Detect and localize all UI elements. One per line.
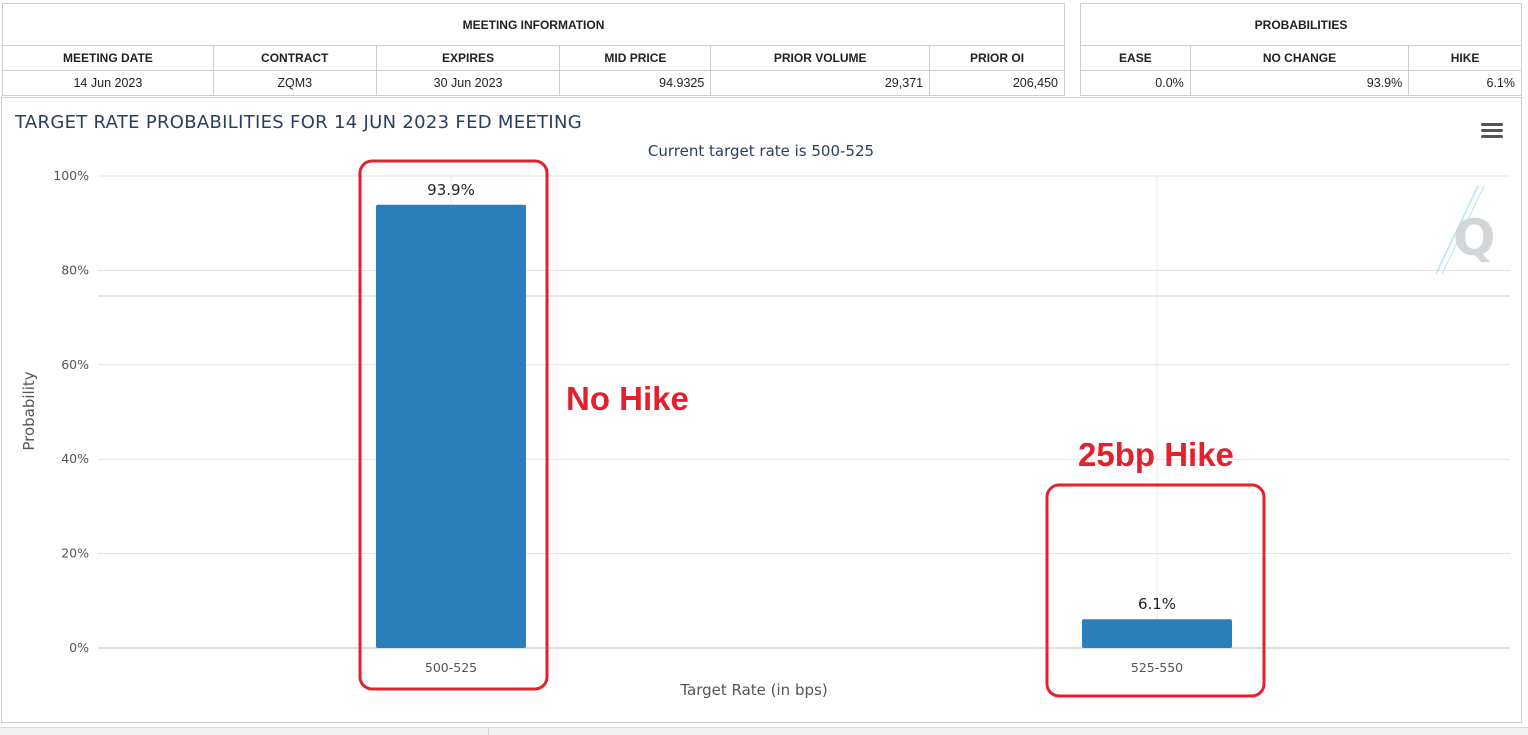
x-axis-label: Target Rate (in bps) — [679, 681, 827, 699]
header-prior-volume: PRIOR VOLUME — [710, 45, 931, 71]
hike-highlight-box — [1045, 483, 1266, 698]
cell-ease: 0.0% — [1080, 70, 1191, 96]
x-tick-label: 500-525 — [425, 660, 477, 675]
bar-data-label: 93.9% — [427, 181, 475, 199]
meeting-information-table: MEETING INFORMATION MEETING DATE CONTRAC… — [2, 3, 1065, 96]
cell-mid-price: 94.9325 — [559, 70, 712, 96]
x-tick-label: 525-550 — [1131, 660, 1183, 675]
y-tick-label: 20% — [61, 546, 89, 561]
chart-title: TARGET RATE PROBABILITIES FOR 14 JUN 202… — [14, 112, 582, 133]
cell-prior-oi: 206,450 — [929, 70, 1065, 96]
hike-annotation: 25bp Hike — [1078, 436, 1234, 473]
probabilities-table: PROBABILITIES EASE NO CHANGE HIKE 0.0% 9… — [1080, 3, 1522, 96]
cell-expires: 30 Jun 2023 — [375, 70, 561, 96]
meeting-information-title: MEETING INFORMATION — [2, 3, 1065, 46]
probabilities-title: PROBABILITIES — [1080, 3, 1522, 46]
svg-text:Q: Q — [1453, 209, 1496, 267]
header-ease: EASE — [1080, 45, 1191, 71]
header-meeting-date: MEETING DATE — [2, 45, 214, 71]
y-tick-label: 100% — [53, 168, 89, 183]
cell-meeting-date: 14 Jun 2023 — [2, 70, 214, 96]
cell-no-change: 93.9% — [1189, 70, 1410, 96]
y-axis-ticks: 0% 20% 40% 60% 80% 100% — [53, 168, 89, 655]
cell-hike: 6.1% — [1408, 70, 1522, 96]
header-mid-price: MID PRICE — [559, 45, 712, 71]
chart-subtitle: Current target rate is 500-525 — [648, 142, 874, 160]
cell-prior-volume: 29,371 — [710, 70, 931, 96]
header-prior-oi: PRIOR OI — [929, 45, 1065, 71]
bars: 93.9% 6.1% — [376, 181, 1232, 648]
header-no-change: NO CHANGE — [1189, 45, 1410, 71]
header-contract: CONTRACT — [212, 45, 377, 71]
bar-525-550 — [1082, 619, 1232, 648]
y-tick-label: 60% — [61, 357, 89, 372]
footer-strip — [0, 727, 1528, 735]
chart-panel: TARGET RATE PROBABILITIES FOR 14 JUN 202… — [1, 97, 1522, 723]
x-axis-ticks: 500-525 525-550 — [425, 660, 1183, 675]
grid-lines — [98, 175, 1510, 649]
y-tick-label: 80% — [61, 262, 89, 277]
header-expires: EXPIRES — [375, 45, 561, 71]
q-logo: Q — [1435, 185, 1496, 275]
bar-data-label: 6.1% — [1138, 595, 1176, 613]
no-hike-annotation: No Hike — [566, 380, 689, 417]
table-row: 0.0% 93.9% 6.1% — [1080, 70, 1522, 96]
hamburger-menu-icon[interactable] — [1481, 123, 1503, 138]
y-tick-label: 0% — [69, 640, 89, 655]
y-tick-label: 40% — [61, 451, 89, 466]
no-hike-highlight-box — [358, 159, 549, 691]
y-axis-label: Probability — [20, 371, 38, 450]
target-rate-chart: TARGET RATE PROBABILITIES FOR 14 JUN 202… — [14, 112, 1510, 699]
header-hike: HIKE — [1408, 45, 1522, 71]
bar-500-525 — [376, 204, 526, 648]
table-row: 14 Jun 2023 ZQM3 30 Jun 2023 94.9325 29,… — [2, 70, 1065, 96]
cell-contract: ZQM3 — [212, 70, 377, 96]
